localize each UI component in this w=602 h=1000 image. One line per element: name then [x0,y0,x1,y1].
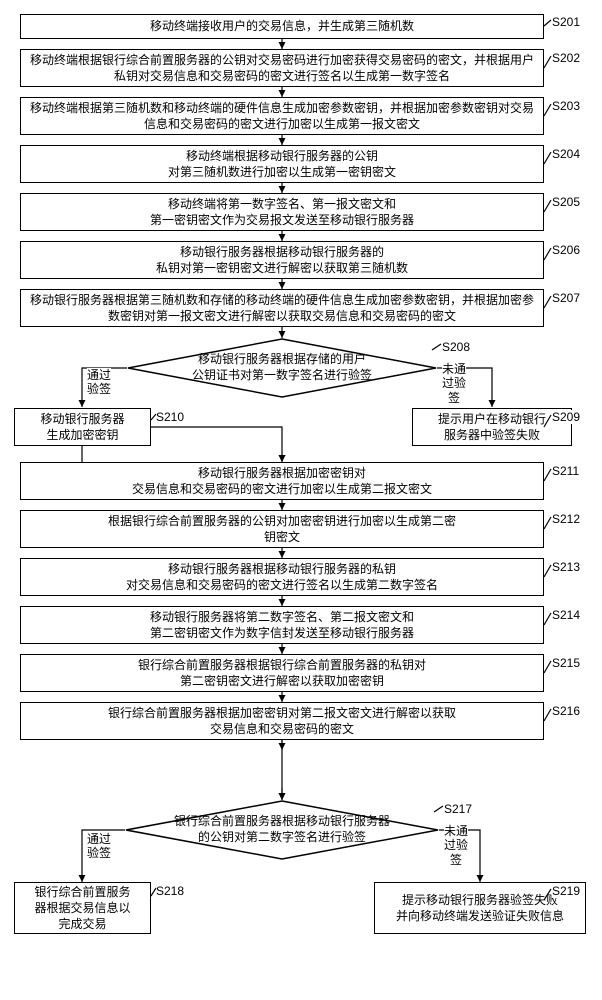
decision-s208: 移动银行服务器根据存储的用户 公钥证书对第一数字签名进行验签 [127,338,437,398]
step-text: 移动银行服务器根据存储的用户 公钥证书对第一数字签名进行验签 [127,338,437,398]
step-id: S214 [552,608,580,622]
step-id: S217 [444,802,472,816]
decision-s217: 银行综合前置服务器根据移动银行服务器 的公钥对第二数字签名进行验签 [125,800,439,860]
step-id: S202 [552,51,580,65]
step-s204: 移动终端根据移动银行服务器的公钥 对第三随机数进行加密以生成第一密钥密文 [20,145,544,183]
step-text: 提示移动银行服务器验签失败 并向移动终端发送验证失败信息 [396,892,564,924]
step-text: 移动终端根据银行综合前置服务器的公钥对交易密码进行加密获得交易密码的密文，并根据… [27,52,537,84]
step-id: S218 [156,884,184,898]
step-s211: 移动银行服务器根据加密密钥对 交易信息和交易密码的密文进行加密以生成第二报文密文 [20,462,544,500]
step-text: 移动终端将第一数字签名、第一报文密文和 第一密钥密文作为交易报文发送至移动银行服… [150,196,414,228]
step-id: S206 [552,243,580,257]
step-id: S216 [552,704,580,718]
edge-label-pass: 通过 验签 [87,368,111,397]
step-text: 提示用户在移动银行 服务器中验签失败 [438,411,546,443]
step-text: 移动银行服务器根据移动银行服务器的 私钥对第一密钥密文进行解密以获取第三随机数 [156,244,408,276]
step-id: S215 [552,656,580,670]
step-s209: 提示用户在移动银行 服务器中验签失败 [412,408,572,446]
step-id: S203 [552,99,580,113]
step-s210: 移动银行服务器 生成加密密钥 [14,408,151,446]
flowchart-diagram: 移动终端接收用户的交易信息，并生成第三随机数 S201 移动终端根据银行综合前置… [12,12,590,988]
step-text: 银行综合前置服务 器根据交易信息以 完成交易 [34,884,130,933]
step-id: S201 [552,15,580,29]
step-text: 根据银行综合前置服务器的公钥对加密密钥进行加密以生成第二密 钥密文 [108,513,456,545]
step-s203: 移动终端根据第三随机数和移动终端的硬件信息生成加密参数密钥，并根据加密参数密钥对… [20,97,544,135]
step-s215: 银行综合前置服务器根据银行综合前置服务器的私钥对 第二密钥密文进行解密以获取加密… [20,654,544,692]
step-id: S210 [156,410,184,424]
step-text: 移动终端接收用户的交易信息，并生成第三随机数 [150,18,414,34]
step-text: 移动银行服务器根据移动银行服务器的私钥 对交易信息和交易密码的密文进行签名以生成… [126,561,438,593]
step-s202: 移动终端根据银行综合前置服务器的公钥对交易密码进行加密获得交易密码的密文，并根据… [20,49,544,87]
step-text: 移动银行服务器 生成加密密钥 [40,411,124,443]
step-text: 移动终端根据移动银行服务器的公钥 对第三随机数进行加密以生成第一密钥密文 [168,148,396,180]
step-text: 移动终端根据第三随机数和移动终端的硬件信息生成加密参数密钥，并根据加密参数密钥对… [27,100,537,132]
step-id: S211 [552,464,579,478]
step-id: S207 [552,291,580,305]
step-s214: 移动银行服务器将第二数字签名、第二报文密文和 第二密钥密文作为数字信封发送至移动… [20,606,544,644]
step-id: S205 [552,195,580,209]
step-s207: 移动银行服务器根据第三随机数和存储的移动终端的硬件信息生成加密参数密钥，并根据加… [20,289,544,327]
step-text: 移动银行服务器根据第三随机数和存储的移动终端的硬件信息生成加密参数密钥，并根据加… [27,292,537,324]
step-id: S204 [552,147,580,161]
step-id: S213 [552,560,580,574]
step-text: 银行综合前置服务器根据移动银行服务器 的公钥对第二数字签名进行验签 [125,800,439,860]
step-s205: 移动终端将第一数字签名、第一报文密文和 第一密钥密文作为交易报文发送至移动银行服… [20,193,544,231]
step-id: S209 [552,410,580,424]
step-id: S208 [442,340,470,354]
step-text: 银行综合前置服务器根据加密密钥对第二报文密文进行解密以获取 交易信息和交易密码的… [108,705,456,737]
step-id: S212 [552,512,580,526]
step-text: 移动银行服务器根据加密密钥对 交易信息和交易密码的密文进行加密以生成第二报文密文 [132,465,432,497]
edge-label-fail: 未通 过验 签 [442,362,466,405]
step-s212: 根据银行综合前置服务器的公钥对加密密钥进行加密以生成第二密 钥密文 [20,510,544,548]
step-s218: 银行综合前置服务 器根据交易信息以 完成交易 [14,882,151,934]
step-text: 移动银行服务器将第二数字签名、第二报文密文和 第二密钥密文作为数字信封发送至移动… [150,609,414,641]
step-s213: 移动银行服务器根据移动银行服务器的私钥 对交易信息和交易密码的密文进行签名以生成… [20,558,544,596]
step-text: 银行综合前置服务器根据银行综合前置服务器的私钥对 第二密钥密文进行解密以获取加密… [138,657,426,689]
step-id: S219 [552,884,580,898]
edge-label-fail: 未通 过验 签 [444,824,468,867]
step-s201: 移动终端接收用户的交易信息，并生成第三随机数 [20,14,544,39]
edge-label-pass: 通过 验签 [87,832,111,861]
step-s216: 银行综合前置服务器根据加密密钥对第二报文密文进行解密以获取 交易信息和交易密码的… [20,702,544,740]
step-s206: 移动银行服务器根据移动银行服务器的 私钥对第一密钥密文进行解密以获取第三随机数 [20,241,544,279]
